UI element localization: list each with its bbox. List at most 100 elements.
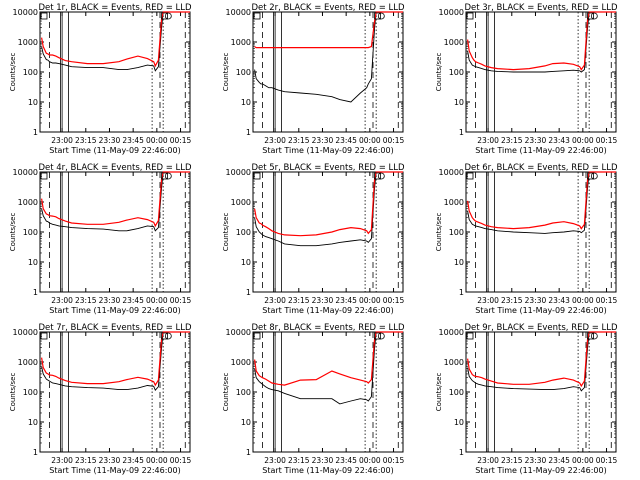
events-series-line (254, 11, 403, 103)
y-tick-label: 1000 (231, 38, 251, 47)
x-tick-label: 23:00 (477, 136, 499, 145)
events-series-line (467, 331, 616, 392)
corner-box-marker (253, 172, 261, 180)
y-axis-label: Counts/sec (435, 373, 443, 412)
x-tick-label: 23:15 (75, 456, 97, 465)
corner-box-marker (466, 12, 474, 20)
y-tick-label: 1000 (231, 358, 251, 367)
corner-box-marker (374, 332, 381, 340)
y-tick-label: 100 (236, 388, 251, 397)
x-axis-label: Start Time (11-May-09 22:46:00) (262, 306, 393, 315)
circle-marker (377, 12, 385, 20)
y-tick-label: 1000 (231, 198, 251, 207)
y-tick-label: 10000 (13, 168, 38, 177)
y-tick-label: 1 (246, 448, 251, 457)
y-tick-label: 10000 (439, 328, 464, 337)
corner-box-marker (161, 332, 168, 340)
x-tick-label: 23:15 (288, 456, 310, 465)
x-axis-label: Start Time (11-May-09 22:46:00) (475, 306, 606, 315)
x-tick-label: 00:00 (359, 136, 381, 145)
x-tick-label: 23:30 (312, 296, 334, 305)
y-axis-label: Counts/sec (222, 53, 230, 92)
x-tick-label: 23:30 (312, 456, 334, 465)
x-tick-label: 00:00 (146, 136, 168, 145)
panel-9: 1 10 100 1000 10000 23:00 23:15 23:30 23:45 00:00… (435, 323, 618, 475)
y-tick-label: 1 (33, 128, 38, 137)
x-tick-label: 00:15 (383, 296, 405, 305)
x-axis-label: Start Time (11-May-09 22:46:00) (49, 146, 180, 155)
y-tick-label: 1 (459, 128, 464, 137)
events-series-line (41, 331, 190, 392)
x-tick-label: 23:00 (264, 456, 286, 465)
x-tick-label: 23:43 (548, 296, 570, 305)
x-axis-label: Start Time (11-May-09 22:46:00) (475, 146, 606, 155)
x-tick-label: 00:15 (596, 136, 618, 145)
events-series-line (41, 171, 190, 232)
y-tick-label: 1 (33, 448, 38, 457)
circle-marker (590, 172, 598, 180)
corner-box-marker (40, 332, 48, 340)
corner-box-marker (587, 332, 594, 340)
x-tick-label: 23:00 (51, 136, 73, 145)
x-tick-label: 00:00 (359, 456, 381, 465)
circle-marker (164, 332, 172, 340)
x-tick-label: 00:15 (596, 456, 618, 465)
lld-series-line (467, 171, 616, 230)
x-tick-label: 23:15 (75, 136, 97, 145)
x-tick-label: 00:00 (572, 136, 594, 145)
panel-title: Det 2r, BLACK = Events, RED = LLD (251, 3, 405, 13)
x-axis-label: Start Time (11-May-09 22:46:00) (49, 466, 180, 475)
circle-marker (164, 12, 172, 20)
y-axis-label: Counts/sec (435, 53, 443, 92)
panel-title: Det 1r, BLACK = Events, RED = LLD (38, 3, 192, 13)
panel-7: 1 10 100 1000 10000 23:00 23:15 23:30 23:45 00:00… (9, 323, 192, 475)
panel-5: 1 10 100 1000 10000 23:00 23:15 23:30 23:45 00:00… (222, 163, 405, 315)
x-axis-label: Start Time (11-May-09 22:46:00) (49, 306, 180, 315)
x-tick-label: 00:15 (383, 456, 405, 465)
circle-marker (377, 332, 385, 340)
y-tick-label: 100 (23, 68, 38, 77)
x-tick-label: 23:45 (548, 456, 570, 465)
y-tick-label: 10000 (13, 328, 38, 337)
corner-box-marker (40, 12, 48, 20)
events-series-line (467, 171, 616, 234)
y-tick-label: 1000 (18, 38, 38, 47)
y-tick-label: 1000 (444, 358, 464, 367)
y-tick-label: 1 (33, 288, 38, 297)
panel-2: 1 10 100 1000 10000 23:00 23:15 23:30 23:45 00:00… (222, 3, 405, 155)
x-tick-label: 23:00 (264, 296, 286, 305)
x-tick-label: 00:15 (596, 296, 618, 305)
x-tick-label: 00:15 (170, 456, 192, 465)
x-tick-label: 23:43 (548, 136, 570, 145)
x-tick-label: 23:45 (335, 456, 357, 465)
y-tick-label: 10000 (226, 328, 251, 337)
x-tick-label: 00:00 (146, 456, 168, 465)
lld-series-line (254, 331, 403, 386)
y-tick-label: 10000 (13, 8, 38, 17)
panel-8: 1 10 100 1000 10000 23:00 23:15 23:30 23:45 00:00… (222, 323, 405, 475)
x-tick-label: 23:45 (335, 136, 357, 145)
corner-box-marker (587, 172, 594, 180)
x-tick-label: 00:00 (359, 296, 381, 305)
lld-series-line (41, 171, 190, 228)
lld-series-line (41, 11, 190, 68)
y-tick-label: 100 (23, 388, 38, 397)
y-axis-label: Counts/sec (9, 213, 17, 252)
y-tick-label: 10 (28, 418, 38, 427)
x-tick-label: 23:15 (288, 296, 310, 305)
corner-box-marker (587, 12, 594, 20)
corner-box-marker (253, 332, 261, 340)
x-tick-label: 23:45 (335, 296, 357, 305)
corner-box-marker (40, 172, 48, 180)
y-tick-label: 10 (454, 258, 464, 267)
circle-marker (590, 332, 598, 340)
corner-box-marker (374, 172, 381, 180)
y-tick-label: 10 (241, 98, 251, 107)
y-tick-label: 10000 (226, 168, 251, 177)
y-tick-label: 10 (241, 418, 251, 427)
x-tick-label: 23:00 (51, 296, 73, 305)
panel-1: 1 10 100 1000 10000 23:00 23:15 23:30 23:45 00:00… (9, 3, 192, 155)
y-tick-label: 10000 (439, 8, 464, 17)
lld-series-line (254, 11, 403, 49)
x-tick-label: 23:30 (312, 136, 334, 145)
